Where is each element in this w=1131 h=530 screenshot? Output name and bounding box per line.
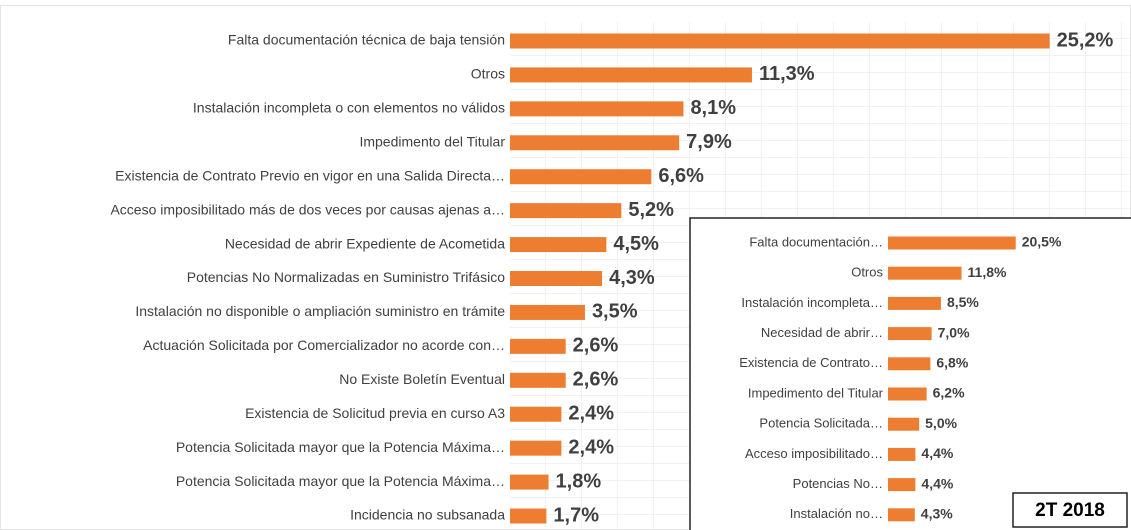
value-label: 2,4%	[568, 436, 614, 458]
bar	[510, 135, 680, 151]
category-label: Impedimento del Titular	[359, 133, 505, 149]
category-label: Instalación no…	[790, 506, 883, 521]
category-label: Potencia Solicitada mayor que la Potenci…	[176, 473, 505, 489]
value-label: 5,0%	[925, 415, 957, 431]
category-label: Potencia Solicitada mayor que la Potenci…	[176, 439, 505, 455]
category-label: Instalación incompleta…	[741, 295, 883, 310]
category-label: Incidencia no subsanada	[350, 507, 505, 523]
bar	[510, 237, 607, 253]
bar	[510, 406, 562, 422]
value-label: 6,2%	[933, 385, 965, 401]
value-label: 3,5%	[592, 301, 638, 323]
value-label: 7,0%	[938, 324, 970, 340]
value-label: 11,8%	[968, 264, 1007, 280]
value-label: 2,6%	[573, 369, 619, 391]
bar	[510, 169, 652, 185]
value-label: 6,6%	[658, 165, 704, 187]
value-label: 1,8%	[556, 470, 602, 492]
category-label: Acceso imposibilitado…	[745, 446, 883, 461]
bar	[510, 338, 566, 354]
category-label: Impedimento del Titular	[748, 385, 884, 400]
value-label: 2,4%	[568, 403, 614, 425]
category-label: Potencias No…	[793, 476, 883, 491]
category-label: Falta documentación…	[749, 234, 883, 249]
value-label: 2,6%	[573, 335, 619, 357]
value-label: 4,3%	[921, 506, 953, 522]
bar	[888, 447, 916, 461]
value-label: 1,7%	[553, 504, 599, 526]
badge: 2T 2018	[1035, 500, 1105, 521]
bar	[510, 101, 684, 117]
value-label: 4,5%	[613, 233, 659, 255]
category-label: Instalación no disponible o ampliación s…	[135, 303, 505, 319]
bar	[510, 508, 547, 524]
value-label: 11,3%	[759, 63, 815, 85]
value-label: 4,4%	[921, 475, 953, 491]
bar	[510, 33, 1050, 49]
value-label: 20,5%	[1022, 234, 1062, 250]
value-label: 4,4%	[921, 445, 953, 461]
value-label: 4,3%	[609, 267, 655, 289]
category-label: No Existe Boletín Eventual	[339, 371, 505, 387]
bar	[888, 266, 962, 280]
value-label: 5,2%	[628, 199, 674, 221]
badge-box	[1012, 492, 1128, 528]
value-label: 6,8%	[936, 355, 968, 371]
bar	[510, 271, 603, 287]
bar	[888, 478, 916, 492]
category-label: Necesidad de abrir Expediente de Acometi…	[225, 235, 505, 251]
category-label: Falta documentación técnica de baja tens…	[228, 32, 505, 48]
bar	[888, 296, 941, 310]
bar	[510, 203, 622, 219]
bar	[888, 508, 915, 522]
bar	[888, 236, 1016, 250]
bar	[510, 304, 585, 320]
category-label: Necesidad de abrir…	[761, 325, 883, 340]
value-label: 7,9%	[686, 131, 732, 153]
bar	[888, 417, 920, 431]
category-label: Potencias No Normalizadas en Suministro …	[187, 269, 505, 285]
bar	[888, 357, 931, 371]
category-label: Acceso imposibilitado más de dos veces p…	[110, 201, 505, 217]
inset-chart: Falta documentación… 20,5% Otros 11,8% Insta…	[689, 217, 1131, 530]
bars: Falta documentación técnica de baja tens…	[110, 29, 1113, 526]
category-label: Existencia de Contrato…	[739, 355, 883, 370]
bar	[888, 327, 932, 341]
bar	[510, 440, 562, 456]
value-label: 8,5%	[947, 294, 979, 310]
bars: Falta documentación… 20,5% Otros 11,8% Insta…	[739, 234, 1062, 522]
bar	[888, 387, 927, 401]
category-label: Existencia de Solicitud previa en curso …	[245, 405, 505, 421]
value-label: 25,2%	[1057, 29, 1114, 51]
bar	[510, 372, 566, 388]
category-label: Instalación incompleta o con elementos n…	[193, 100, 505, 116]
bar	[510, 474, 549, 490]
bar	[510, 67, 752, 83]
category-label: Existencia de Contrato Previo en vigor e…	[115, 167, 505, 183]
category-label: Actuación Solicitada por Comercializador…	[143, 337, 505, 353]
category-label: Otros	[851, 265, 883, 280]
category-label: Otros	[471, 66, 505, 82]
category-label: Potencia Solicitada…	[759, 416, 883, 431]
value-label: 8,1%	[690, 97, 736, 119]
